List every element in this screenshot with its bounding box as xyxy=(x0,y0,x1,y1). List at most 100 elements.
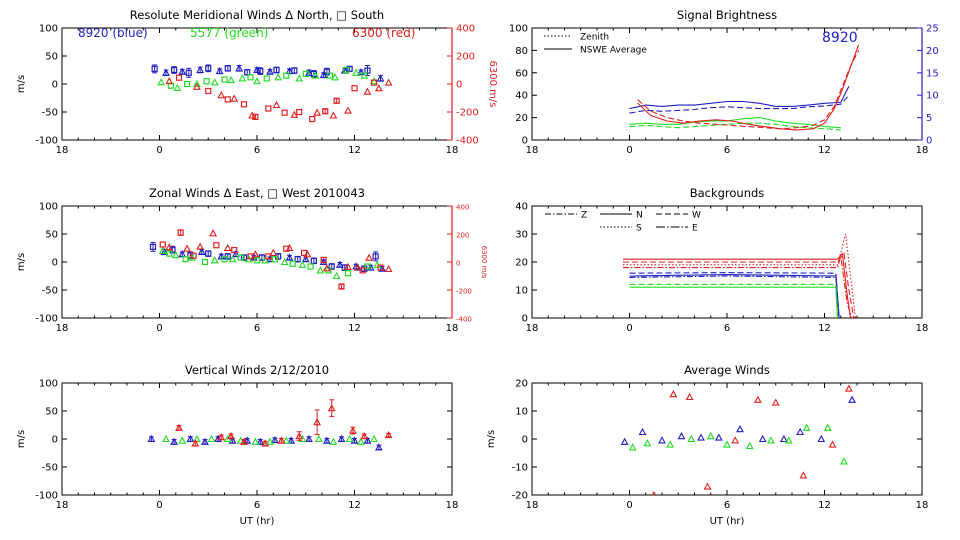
x-tick-label: 0 xyxy=(626,323,632,334)
data-layer xyxy=(151,64,393,123)
data-point-triangle xyxy=(162,68,170,76)
data-point-square xyxy=(177,229,184,236)
y2-tick-label: 0 xyxy=(926,136,932,147)
y-tick-label: 100 xyxy=(509,24,528,35)
y-tick-label: 0 xyxy=(52,80,58,91)
data-point-triangle xyxy=(357,437,365,445)
plot-frame xyxy=(531,382,923,496)
data-point-triangle xyxy=(217,91,226,99)
x-tick-label: 18 xyxy=(56,500,69,511)
data-point-triangle xyxy=(378,264,387,272)
data-point-triangle xyxy=(348,426,357,434)
data-point-triangle xyxy=(305,68,313,76)
data-point-triangle xyxy=(327,404,336,412)
data-point-triangle xyxy=(215,66,224,75)
data-point-triangle xyxy=(384,264,393,273)
data-point-triangle xyxy=(363,436,372,444)
data-point-square xyxy=(343,66,350,74)
data-point-triangle xyxy=(357,68,365,76)
data-point-triangle xyxy=(165,243,174,251)
data-point-triangle xyxy=(784,436,793,444)
data-point-triangle xyxy=(285,66,294,75)
data-point-triangle xyxy=(370,77,378,85)
x-tick-label: 18 xyxy=(446,145,459,156)
series-line-red-solid xyxy=(637,44,860,131)
data-point-triangle xyxy=(384,430,393,439)
data-point-triangle xyxy=(360,432,369,440)
y2-tick-label: 5 xyxy=(926,113,932,124)
data-point-square xyxy=(281,109,288,116)
y2-tick-label: 200 xyxy=(456,232,469,240)
data-point-square xyxy=(237,254,244,261)
x-tick-label: 0 xyxy=(626,500,632,511)
series-line-blue-dashed xyxy=(629,272,840,318)
data-point-triangle xyxy=(207,434,216,443)
data-point-triangle xyxy=(171,251,180,259)
data-point-triangle xyxy=(758,434,767,443)
data-point-triangle xyxy=(228,255,237,263)
data-point-square xyxy=(184,80,191,88)
data-point-triangle xyxy=(192,82,201,90)
y-tick-label: 40 xyxy=(515,202,528,213)
data-point-triangle xyxy=(235,64,244,72)
data-point-triangle xyxy=(231,250,240,258)
data-point-square xyxy=(244,69,251,76)
data-point-triangle xyxy=(666,440,675,448)
data-point-triangle xyxy=(285,253,294,261)
data-point-triangle xyxy=(147,434,156,443)
y-tick-label: -100 xyxy=(35,491,58,502)
data-point-triangle xyxy=(197,247,206,255)
legend-label: Z xyxy=(581,211,587,221)
data-layer xyxy=(620,384,857,495)
data-point-triangle xyxy=(374,443,383,451)
data-layer xyxy=(147,399,393,451)
y-tick-label: 10 xyxy=(515,286,528,297)
data-point-square xyxy=(265,105,272,112)
data-point-triangle xyxy=(714,433,723,441)
data-point-triangle xyxy=(282,436,291,444)
data-point-square xyxy=(205,65,212,72)
y-tick-label: 100 xyxy=(39,202,58,213)
data-point-triangle xyxy=(329,437,338,445)
data-point-triangle xyxy=(186,434,195,443)
data-point-square xyxy=(166,250,173,257)
data-point-square xyxy=(205,250,212,257)
data-point-triangle xyxy=(344,262,352,270)
data-point-triangle xyxy=(322,436,331,444)
data-point-square xyxy=(338,283,345,290)
annotation-green: 5577 (green) xyxy=(190,26,268,40)
data-point-triangle xyxy=(251,437,260,445)
data-point-triangle xyxy=(251,250,260,258)
data-point-triangle xyxy=(178,250,187,258)
data-point-triangle xyxy=(723,440,731,448)
y-tick-label: -50 xyxy=(42,286,58,297)
data-point-square xyxy=(240,101,248,108)
y-tick-label: 20 xyxy=(515,258,528,269)
legend-label: W xyxy=(692,211,701,221)
y-tick-label: 20 xyxy=(515,379,528,390)
data-point-triangle xyxy=(238,74,247,82)
y-tick-label: 10 xyxy=(515,407,528,418)
data-point-square xyxy=(372,253,379,260)
series-line-red-dashed xyxy=(623,252,855,318)
data-point-triangle xyxy=(277,436,286,444)
x-tick-label: 12 xyxy=(348,500,361,511)
data-point-triangle xyxy=(158,246,167,254)
y-tick-label: 0 xyxy=(52,435,58,446)
legend-label: N xyxy=(636,211,643,221)
data-point-square xyxy=(203,78,210,85)
data-point-square xyxy=(201,258,209,266)
x-tick-label: 0 xyxy=(626,145,632,156)
x-tick-label: 12 xyxy=(818,145,831,156)
legend-label: Zenith xyxy=(580,33,609,43)
data-point-square xyxy=(328,263,335,270)
data-point-square xyxy=(271,256,278,263)
data-point-triangle xyxy=(261,256,270,264)
x-tick-label: 6 xyxy=(724,145,730,156)
plot-frame xyxy=(61,382,453,496)
y-tick-label: 0 xyxy=(522,314,528,325)
y2-axis-label: 6300 m/s xyxy=(480,246,488,279)
data-point-triangle xyxy=(802,423,811,431)
series-line-red-solid xyxy=(623,252,852,318)
data-point-triangle xyxy=(290,110,299,118)
